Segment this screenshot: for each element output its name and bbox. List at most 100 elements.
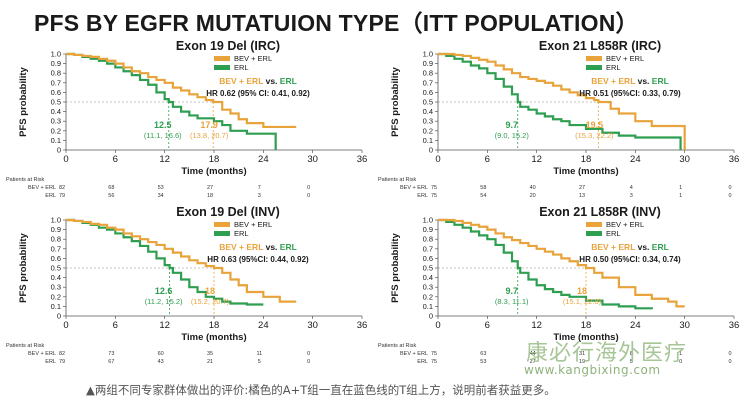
risk-cell: 0 [728,193,731,199]
risk-cell: 0 [307,185,310,191]
x-tick-label: 6 [113,320,118,331]
risk-cell: 53 [158,185,164,191]
series-line-bev-erl [66,52,297,129]
comparison-label: BEV + ERL vs. ERL [219,242,297,252]
hr-label: HR 0.50 (95%CI: 0.34, 0.74) [579,255,681,264]
x-tick-label: 30 [679,154,690,165]
legend-label-erl: ERL [234,63,249,72]
comparison-label: BEV + ERL vs. ERL [591,242,669,252]
risk-cell: 79 [59,359,65,365]
legend-label-erl: ERL [606,63,621,72]
hr-label: HR 0.62 (95% CI: 0.41, 0.92) [206,89,310,98]
y-tick-label: 0.4 [423,107,433,116]
series-line-erl [66,52,277,150]
panel-title: Exon 19 Del (INV) [176,205,280,219]
y-tick-label: 1.0 [423,216,433,225]
km-panel-exon21-inv: Exon 21 L858R (INV)00.10.20.30.40.50.60.… [378,205,739,365]
risk-cell: 0 [728,359,731,365]
risk-cell: 53 [480,359,486,365]
legend-swatch-bev-erl [586,56,602,61]
series-line-bev-erl [66,218,297,303]
y-tick-label: 0 [429,312,433,321]
hr-label: HR 0.51 (95%CI: 0.33, 0.79) [579,89,681,98]
risk-cell: 35 [207,351,213,357]
y-tick-label: 0.7 [51,244,61,253]
x-tick-label: 6 [485,320,490,331]
watermark-url: www.kangbixing.com [524,363,661,377]
x-tick-label: 24 [258,154,269,165]
risk-cell: 75 [431,359,437,365]
risk-cell: 31 [579,351,585,357]
x-tick-label: 24 [630,154,641,165]
risk-cell: 27 [207,185,213,191]
risk-cell: 27 [530,359,536,365]
y-tick-label: 0.6 [423,254,433,263]
watermark-text: 康必行海外医疗 [526,341,688,366]
risk-row-label: BEV + ERL [400,185,428,191]
risk-table-label: Patients at Risk [378,177,416,183]
x-axis-label: Time (months) [181,332,246,343]
x-tick-label: 18 [581,154,592,165]
risk-cell: 0 [307,193,310,199]
x-axis-label: Time (months) [553,166,618,177]
x-tick-label: 24 [630,320,641,331]
legend-swatch-erl [586,65,602,70]
median-erl-ci: (11.2, 15.2) [145,297,183,306]
y-tick-label: 0.3 [51,283,61,292]
risk-cell: 75 [431,185,437,191]
median-erl-value: 12.6 [155,286,173,296]
risk-cell: 19 [579,359,585,365]
risk-row-label: BEV + ERL [28,351,56,357]
x-tick-label: 12 [159,320,170,331]
x-tick-label: 36 [357,320,368,331]
hr-label: HR 0.63 (95%CI: 0.44, 0.92) [207,255,309,264]
y-tick-label: 0.1 [51,302,61,311]
x-tick-label: 30 [307,154,318,165]
x-axis-label: Time (months) [181,166,246,177]
median-bev-ci: (15.2, 20.7) [191,297,230,306]
y-tick-label: 0.7 [423,244,433,253]
x-tick-label: 18 [581,320,592,331]
x-tick-label: 12 [159,154,170,165]
risk-row-label: ERL [45,193,56,199]
series-line-bev-erl [438,52,686,150]
y-tick-label: 0.5 [51,264,61,273]
risk-cell: 0 [679,359,682,365]
median-erl-value: 9.7 [505,286,518,296]
panel-title: Exon 21 L858R (IRC) [539,39,661,53]
median-bev-ci: (13.8, 20.7) [190,131,229,140]
risk-cell: 27 [579,185,585,191]
risk-cell: 0 [728,351,731,357]
y-tick-label: 0.3 [51,117,61,126]
risk-cell: 8 [630,351,633,357]
risk-table-label: Patients at Risk [6,177,44,183]
series-line-erl [438,52,682,150]
risk-cell: 82 [59,351,65,357]
risk-cell: 3 [258,193,261,199]
x-tick-label: 0 [435,320,440,331]
risk-cell: 21 [207,359,213,365]
risk-cell: 5 [258,359,261,365]
risk-table-label: Patients at Risk [6,343,44,349]
x-tick-label: 24 [258,320,269,331]
risk-cell: 73 [108,351,114,357]
risk-cell: 5 [630,359,633,365]
x-tick-label: 12 [531,320,542,331]
median-bev-value: 18 [205,286,215,296]
y-tick-label: 0.5 [51,98,61,107]
panel-title: Exon 21 L858R (INV) [539,205,661,219]
risk-row-label: BEV + ERL [28,185,56,191]
y-tick-label: 0.7 [51,78,61,87]
risk-cell: 58 [480,185,486,191]
median-erl-value: 12.5 [154,120,172,130]
y-tick-label: 0.4 [423,273,433,282]
legend-label-erl: ERL [606,229,621,238]
legend-label-bev-erl: BEV + ERL [234,220,272,229]
legend-swatch-bev-erl [214,222,230,227]
legend-label-bev-erl: BEV + ERL [234,54,272,63]
risk-cell: 11 [256,351,262,357]
risk-cell: 20 [530,193,536,199]
y-tick-label: 0.4 [51,273,61,282]
risk-row-label: ERL [417,193,428,199]
x-tick-label: 18 [209,154,220,165]
